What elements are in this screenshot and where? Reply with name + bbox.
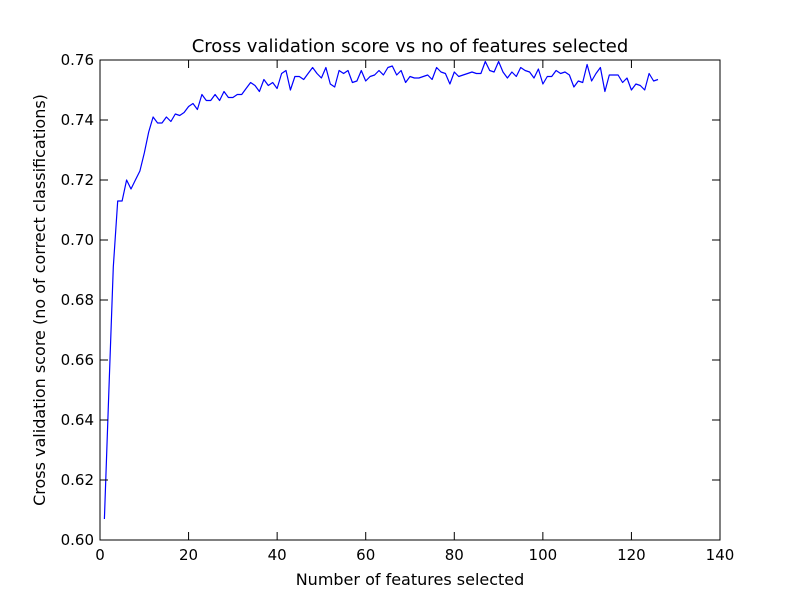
- x-tick-label: 140: [706, 546, 735, 564]
- series-line: [103, 60, 659, 520]
- plot-area: [100, 60, 720, 540]
- chart-title: Cross validation score vs no of features…: [192, 36, 629, 57]
- x-tick-label: 100: [529, 546, 558, 564]
- x-tick-label: 40: [268, 546, 287, 564]
- y-tick-label: 0.66: [61, 351, 94, 369]
- series-layer: [103, 60, 659, 520]
- x-tick-label: 120: [617, 546, 646, 564]
- y-axis-label: Cross validation score (no of correct cl…: [30, 94, 49, 506]
- y-tick-label: 0.72: [61, 171, 94, 189]
- y-tick-label: 0.68: [61, 291, 94, 309]
- y-tick-label: 0.70: [61, 231, 94, 249]
- plot-frame: [99, 59, 721, 541]
- y-tick-label: 0.60: [61, 531, 94, 549]
- y-tick-label: 0.62: [61, 471, 94, 489]
- x-tick-label: 60: [356, 546, 375, 564]
- x-tick-label: 20: [179, 546, 198, 564]
- y-tick-label: 0.64: [61, 411, 94, 429]
- y-tick-label: 0.76: [61, 51, 94, 69]
- x-axis-label: Number of features selected: [296, 570, 525, 589]
- x-tick-label: 0: [95, 546, 105, 564]
- x-tick-label: 80: [445, 546, 464, 564]
- y-tick-label: 0.74: [61, 111, 94, 129]
- tick-layer: 0 20 40 60 80 100 120 140 0.60 0.62 0.64 0.66 0.68 0.…: [61, 51, 735, 564]
